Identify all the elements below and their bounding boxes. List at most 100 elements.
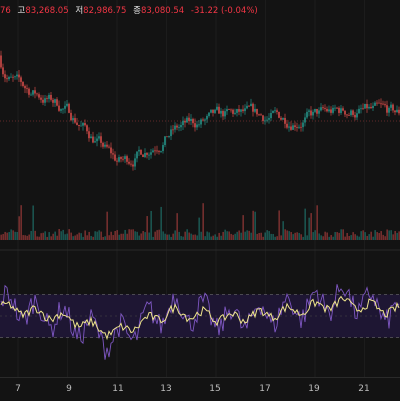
candle-body: [272, 110, 274, 113]
volume-bar: [302, 236, 304, 240]
rsi-line: [0, 284, 400, 360]
candle-body: [398, 109, 400, 114]
candle-body: [254, 108, 256, 112]
candle-body: [22, 81, 24, 87]
candle-body: [274, 110, 276, 112]
candle-body: [242, 109, 244, 112]
candle-body: [226, 109, 228, 112]
volume-bar: [150, 210, 152, 240]
volume-bar: [190, 233, 192, 240]
volume-bar: [370, 231, 372, 240]
candle-body: [156, 150, 158, 152]
candle-body: [268, 118, 270, 120]
volume-bar: [282, 221, 284, 240]
candle-body: [230, 109, 232, 111]
candle-body: [238, 109, 240, 112]
volume-bar: [12, 230, 14, 240]
candle-body: [256, 108, 258, 115]
volume-bar: [180, 236, 182, 240]
candle-body: [336, 107, 338, 109]
candle-body: [164, 136, 166, 146]
volume-bar: [60, 231, 62, 240]
volume-bar: [318, 233, 320, 240]
volume-bar: [230, 233, 232, 240]
candle-body: [298, 126, 300, 128]
candle-body: [340, 108, 342, 113]
volume-bar: [314, 230, 316, 240]
volume-bar: [146, 216, 148, 240]
volume-bar: [100, 231, 102, 240]
volume-bar: [276, 236, 278, 240]
candle-body: [392, 104, 394, 111]
candle-body: [372, 105, 374, 109]
candle-body: [28, 88, 30, 95]
candle-body: [76, 122, 78, 125]
candle-body: [172, 129, 174, 131]
candle-body: [258, 114, 260, 116]
volume-bar: [358, 236, 360, 240]
candle-body: [126, 156, 128, 162]
candle-body: [396, 109, 398, 113]
volume-bar: [240, 232, 242, 240]
candle-body: [4, 74, 6, 79]
volume-bar: [28, 234, 30, 240]
candle-body: [170, 129, 172, 137]
volume-bar: [304, 208, 306, 240]
volume-bar: [104, 236, 106, 240]
candle-body: [56, 99, 58, 106]
candle-body: [212, 109, 214, 113]
volume-bar: [94, 231, 96, 240]
volume-bar: [308, 217, 310, 240]
volume-bar: [336, 232, 338, 240]
candle-body: [228, 109, 230, 110]
volume-bar: [160, 206, 162, 240]
volume-bar: [16, 231, 18, 240]
volume-bar: [378, 232, 380, 240]
candle-body: [140, 149, 142, 155]
candle-body: [74, 118, 76, 123]
volume-bar: [196, 235, 198, 240]
volume-bar: [80, 233, 82, 240]
volume-bar: [154, 231, 156, 240]
candle-body: [194, 123, 196, 128]
volume-bar: [170, 236, 172, 240]
candle-body: [200, 119, 202, 125]
candle-body: [26, 88, 28, 90]
candle-body: [70, 112, 72, 121]
low-label: 저: [75, 6, 84, 16]
volume-bar: [184, 231, 186, 240]
candle-body: [146, 153, 148, 155]
candle-body: [190, 118, 192, 121]
volume-bar: [252, 210, 254, 240]
candle-body: [388, 107, 390, 113]
candle-body: [118, 157, 120, 162]
volume-bar: [226, 231, 228, 240]
volume-bar: [246, 230, 248, 240]
candle-body: [78, 124, 80, 126]
volume-bar: [286, 230, 288, 240]
close-value: 83,080.54: [140, 6, 185, 16]
volume-bar: [174, 230, 176, 240]
volume-bar: [114, 230, 116, 240]
candle-body: [48, 94, 50, 99]
volume-bar: [392, 234, 394, 240]
candle-body: [46, 98, 48, 100]
candle-body: [104, 144, 106, 147]
volume-bar: [238, 230, 240, 240]
volume-bar: [244, 231, 246, 240]
candle-body: [204, 119, 206, 121]
time-axis[interactable]: 7 9 11 13 15 17 19 21: [0, 377, 400, 401]
candle-body: [384, 104, 386, 106]
high-value: 83,268.05: [25, 6, 69, 16]
volume-bar: [354, 234, 356, 240]
candle-body: [150, 152, 152, 155]
volume-bar: [390, 230, 392, 240]
candle-body: [266, 119, 268, 121]
volume-bar: [312, 232, 314, 240]
candle-body: [320, 107, 322, 111]
volume-bar: [178, 231, 180, 240]
close-label: 종: [133, 6, 141, 16]
volume-bar: [260, 232, 262, 240]
volume-bar: [10, 229, 12, 240]
